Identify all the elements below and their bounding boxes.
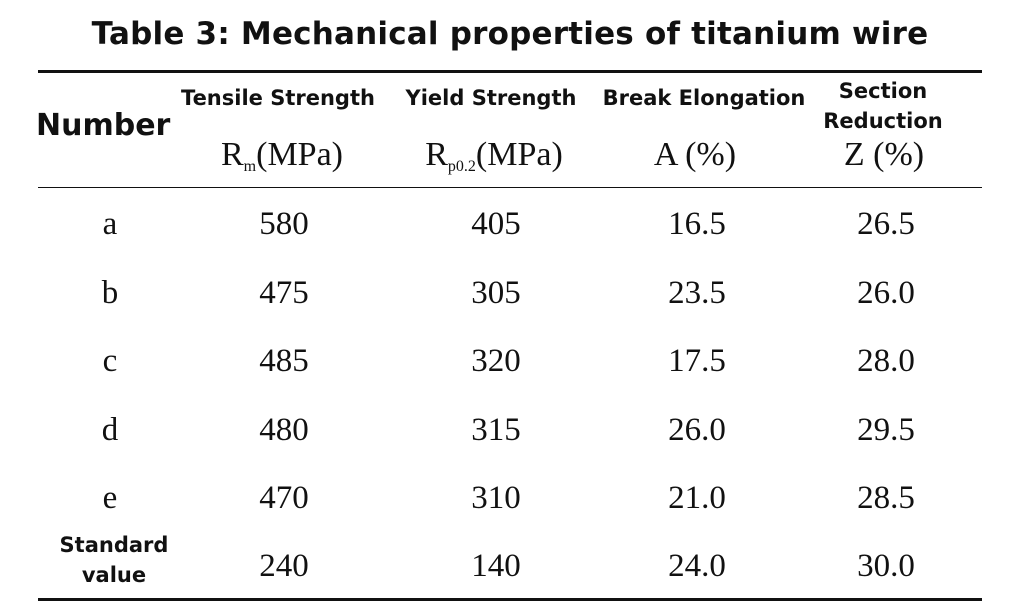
unit-text: (MPa)	[256, 136, 344, 173]
cell-b-yield: 305	[471, 275, 521, 311]
cell-e-elongation: 21.0	[668, 480, 726, 516]
cell-e-tensile: 470	[259, 480, 309, 516]
unit-yield-strength: Rp0.2(MPa)	[425, 136, 563, 176]
cell-e-reduction: 28.5	[857, 480, 915, 516]
table-header-rule	[38, 187, 982, 188]
cell-c-yield: 320	[471, 343, 521, 379]
row-label-e: e	[102, 480, 118, 516]
row-label-c: c	[102, 343, 118, 379]
unit-symbol: A	[653, 136, 677, 173]
cell-a-elongation: 16.5	[668, 206, 726, 242]
unit-symbol: Z	[843, 136, 865, 173]
cell-standard-yield: 140	[471, 548, 521, 584]
table-title: Table 3: Mechanical properties of titani…	[91, 16, 929, 52]
cell-standard-tensile: 240	[259, 548, 309, 584]
table-top-rule	[38, 70, 982, 73]
cell-a-yield: 405	[471, 206, 521, 242]
header-yield-strength: Yield Strength	[405, 86, 577, 110]
unit-text: (%)	[685, 136, 737, 173]
cell-standard-reduction: 30.0	[857, 548, 915, 584]
row-label-b: b	[101, 275, 119, 311]
table-bottom-rule	[38, 598, 982, 601]
unit-break-elongation: A (%)	[654, 136, 736, 174]
unit-text: (%)	[873, 136, 925, 173]
unit-symbol: R	[425, 136, 448, 173]
header-section-reduction: Section Reduction	[823, 79, 943, 133]
cell-a-tensile: 580	[259, 206, 309, 242]
header-number: Number	[36, 108, 171, 143]
cell-standard-elongation: 24.0	[668, 548, 726, 584]
row-label-d: d	[101, 412, 119, 448]
cell-a-reduction: 26.5	[857, 206, 915, 242]
cell-c-tensile: 485	[259, 343, 309, 379]
cell-c-reduction: 28.0	[857, 343, 915, 379]
cell-b-elongation: 23.5	[668, 275, 726, 311]
unit-tensile-strength: Rm(MPa)	[221, 136, 343, 176]
cell-e-yield: 310	[471, 480, 521, 516]
cell-c-elongation: 17.5	[668, 343, 726, 379]
unit-subscript: p0.2	[447, 158, 476, 175]
row-label-a: a	[102, 206, 118, 242]
cell-d-tensile: 480	[259, 412, 309, 448]
cell-d-elongation: 26.0	[668, 412, 726, 448]
cell-b-tensile: 475	[259, 275, 309, 311]
row-label-standard-value: Standard value	[59, 533, 169, 587]
unit-subscript: m	[243, 158, 257, 175]
header-break-elongation: Break Elongation	[602, 86, 806, 110]
unit-text: (MPa)	[475, 136, 563, 173]
cell-b-reduction: 26.0	[857, 275, 915, 311]
cell-d-reduction: 29.5	[857, 412, 915, 448]
header-tensile-strength: Tensile Strength	[181, 86, 375, 110]
cell-d-yield: 315	[471, 412, 521, 448]
unit-symbol: R	[220, 136, 244, 173]
unit-section-reduction: Z (%)	[844, 136, 924, 174]
